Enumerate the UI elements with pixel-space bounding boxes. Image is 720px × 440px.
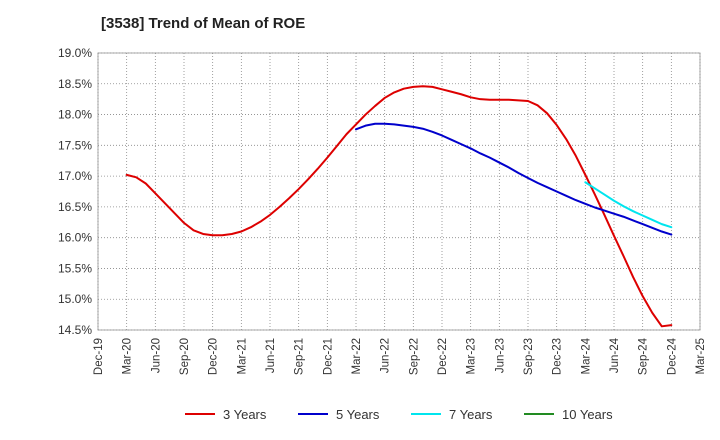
y-tick-label: 16.0% — [58, 231, 92, 245]
x-tick-label: Dec-20 — [208, 338, 220, 375]
legend-label: 10 Years — [562, 407, 613, 422]
series-line-3-years — [125, 85, 673, 328]
series-layer — [125, 85, 673, 328]
legend-label: 7 Years — [449, 407, 493, 422]
x-tick-label: Sep-21 — [294, 338, 306, 375]
y-tick-label: 18.0% — [58, 108, 92, 122]
x-tick-label: Dec-21 — [322, 338, 334, 375]
y-tick-label: 18.5% — [58, 77, 92, 91]
series-line-7-years — [584, 181, 673, 229]
legend-label: 5 Years — [336, 407, 380, 422]
y-tick-label: 15.0% — [58, 292, 92, 306]
x-tick-label: Dec-23 — [552, 338, 564, 375]
series-line-5-years — [355, 122, 673, 236]
x-tick-label: Mar-23 — [466, 338, 478, 374]
y-tick-label: 14.5% — [58, 323, 92, 337]
plot-area — [97, 52, 701, 331]
x-tick-label: Sep-24 — [638, 337, 650, 375]
y-tick-label: 16.5% — [58, 200, 92, 214]
x-tick-label: Mar-21 — [236, 338, 248, 374]
x-tick-label: Dec-19 — [93, 338, 105, 375]
x-tick-label: Dec-22 — [437, 338, 449, 375]
x-axis: Dec-19 Mar-20 Jun-20 Sep-20 Dec-20 Mar-21 Jun-… — [93, 337, 707, 375]
chart-title: [3538] Trend of Mean of ROE — [101, 15, 305, 32]
y-tick-label: 17.0% — [58, 169, 92, 183]
x-tick-label: Sep-20 — [179, 338, 191, 375]
x-tick-label: Jun-21 — [265, 338, 277, 373]
legend: 3 Years 5 Years 7 Years 10 Years — [185, 407, 613, 422]
x-tick-label: Sep-22 — [408, 338, 420, 375]
x-tick-label: Mar-22 — [351, 338, 363, 374]
x-tick-label: Jun-24 — [609, 337, 621, 373]
x-tick-label: Mar-20 — [122, 338, 134, 374]
plot-frame — [97, 52, 701, 331]
y-tick-label: 17.5% — [58, 138, 92, 152]
x-tick-label: Mar-24 — [580, 337, 592, 374]
y-tick-label: 15.5% — [58, 261, 92, 275]
x-tick-label: Jun-23 — [494, 338, 506, 373]
y-axis: 19.0% 18.5% 18.0% 17.5% 17.0% 16.5% 16.0% 15.5%… — [58, 46, 92, 337]
x-tick-label: Dec-24 — [666, 337, 678, 375]
x-tick-label: Mar-25 — [695, 338, 707, 374]
x-tick-label: Jun-22 — [380, 338, 392, 373]
x-tick-label: Sep-23 — [523, 338, 535, 375]
x-tick-label: Jun-20 — [150, 338, 162, 373]
y-tick-label: 19.0% — [58, 46, 92, 60]
legend-label: 3 Years — [223, 407, 267, 422]
